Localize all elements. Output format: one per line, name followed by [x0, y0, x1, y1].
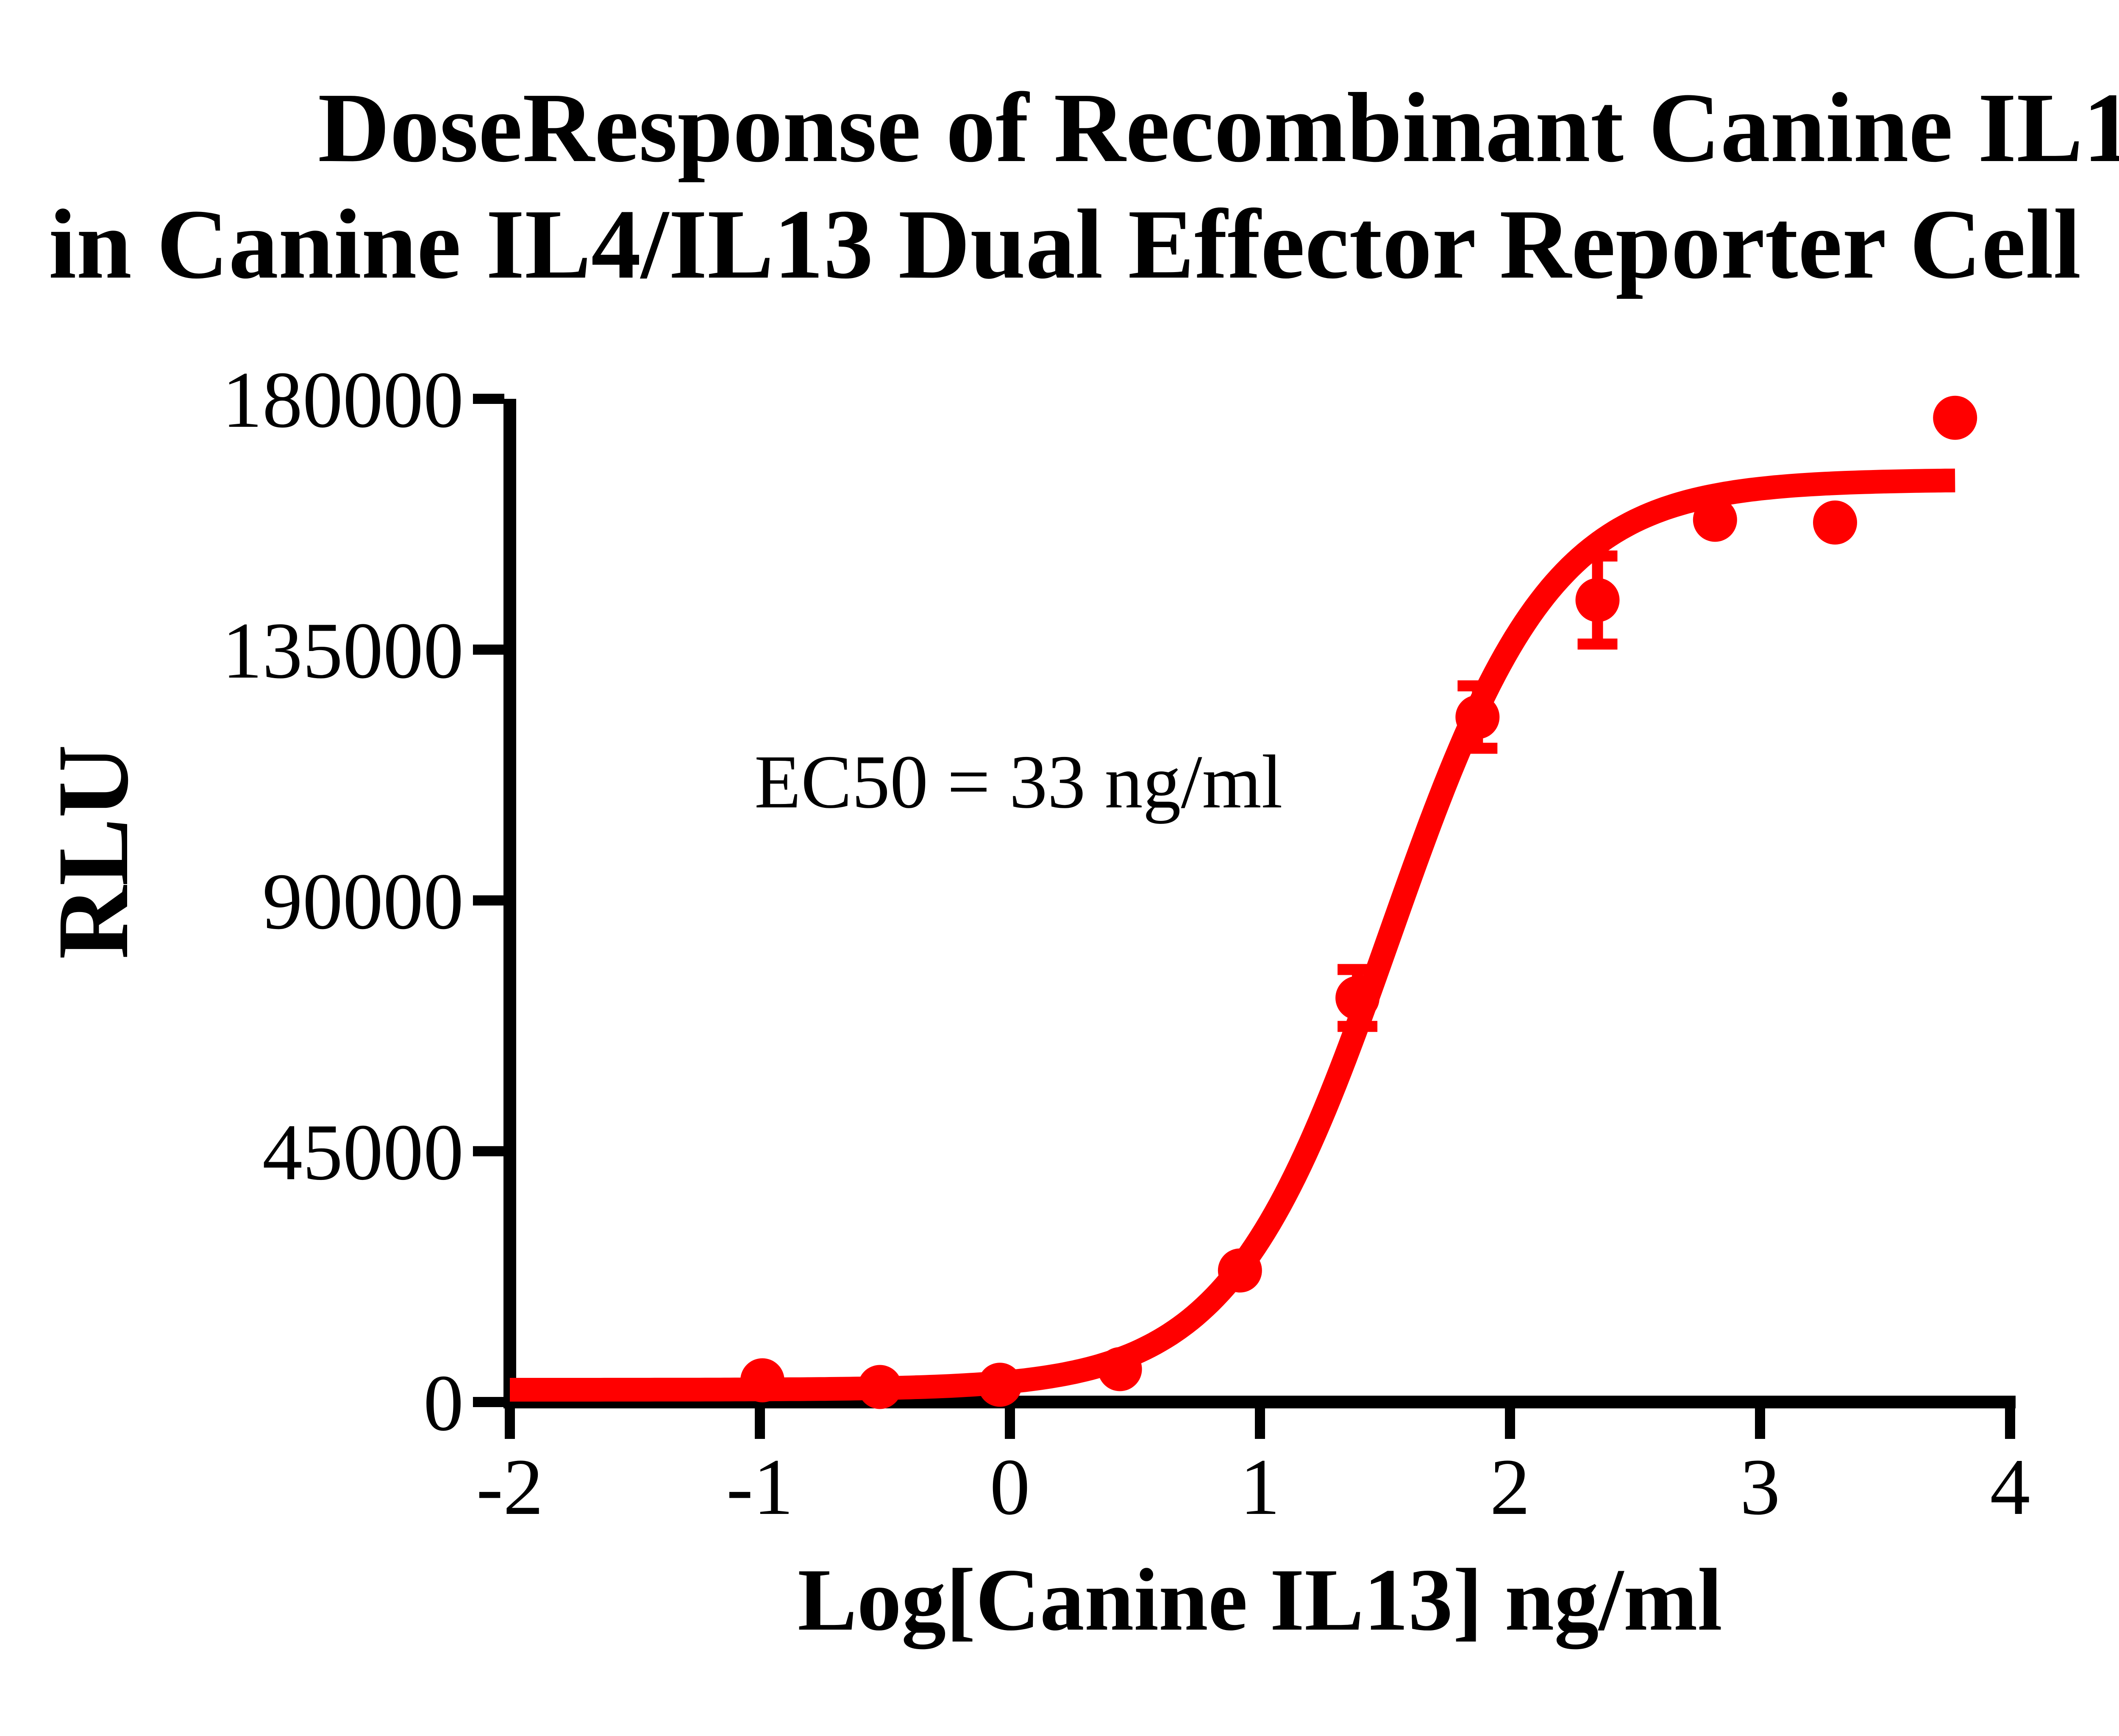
plot-series	[503, 395, 1977, 1409]
x-tick-label: -1	[726, 1443, 793, 1532]
y-tick-label: 90000	[262, 857, 464, 946]
data-point-marker	[1575, 578, 1620, 622]
x-tick-label: 4	[1990, 1443, 2030, 1532]
y-axis-label: RLU	[36, 745, 149, 960]
data-point-marker	[1933, 395, 1977, 440]
x-tick-label: 1	[1240, 1443, 1280, 1532]
chart-title-line2: in Canine IL4/IL13 Dual Effector Reporte…	[49, 189, 2119, 299]
y-tick-label: 45000	[262, 1108, 464, 1197]
axes: 0 45000 90000 135000 180000 -2 -1 0 1 2 3 4	[222, 356, 2030, 1532]
y-tick-label: 135000	[222, 606, 464, 696]
x-tick-label: -2	[476, 1443, 543, 1532]
x-tick-label: 0	[990, 1443, 1030, 1532]
data-point-marker	[1335, 976, 1380, 1020]
x-axis-label: Log[Canine IL13] ng/ml	[798, 1551, 1722, 1649]
data-point-marker	[1098, 1347, 1142, 1391]
data-point-marker	[1218, 1248, 1262, 1293]
chart-title-line1: DoseResponse of Recombinant Canine IL13	[318, 72, 2119, 183]
y-tick-label: 0	[423, 1359, 464, 1448]
x-tick-label: 2	[1490, 1443, 1530, 1532]
data-point-marker	[858, 1365, 902, 1409]
x-tick-label: 3	[1740, 1443, 1780, 1532]
ec50-annotation: EC50 = 33 ng/ml	[754, 740, 1283, 824]
y-tick-label: 180000	[222, 356, 464, 445]
data-point-marker	[740, 1358, 784, 1402]
data-point-marker	[1813, 500, 1857, 545]
data-point-marker	[978, 1363, 1022, 1407]
data-point-marker	[1455, 695, 1500, 739]
data-point-marker	[1693, 498, 1737, 542]
